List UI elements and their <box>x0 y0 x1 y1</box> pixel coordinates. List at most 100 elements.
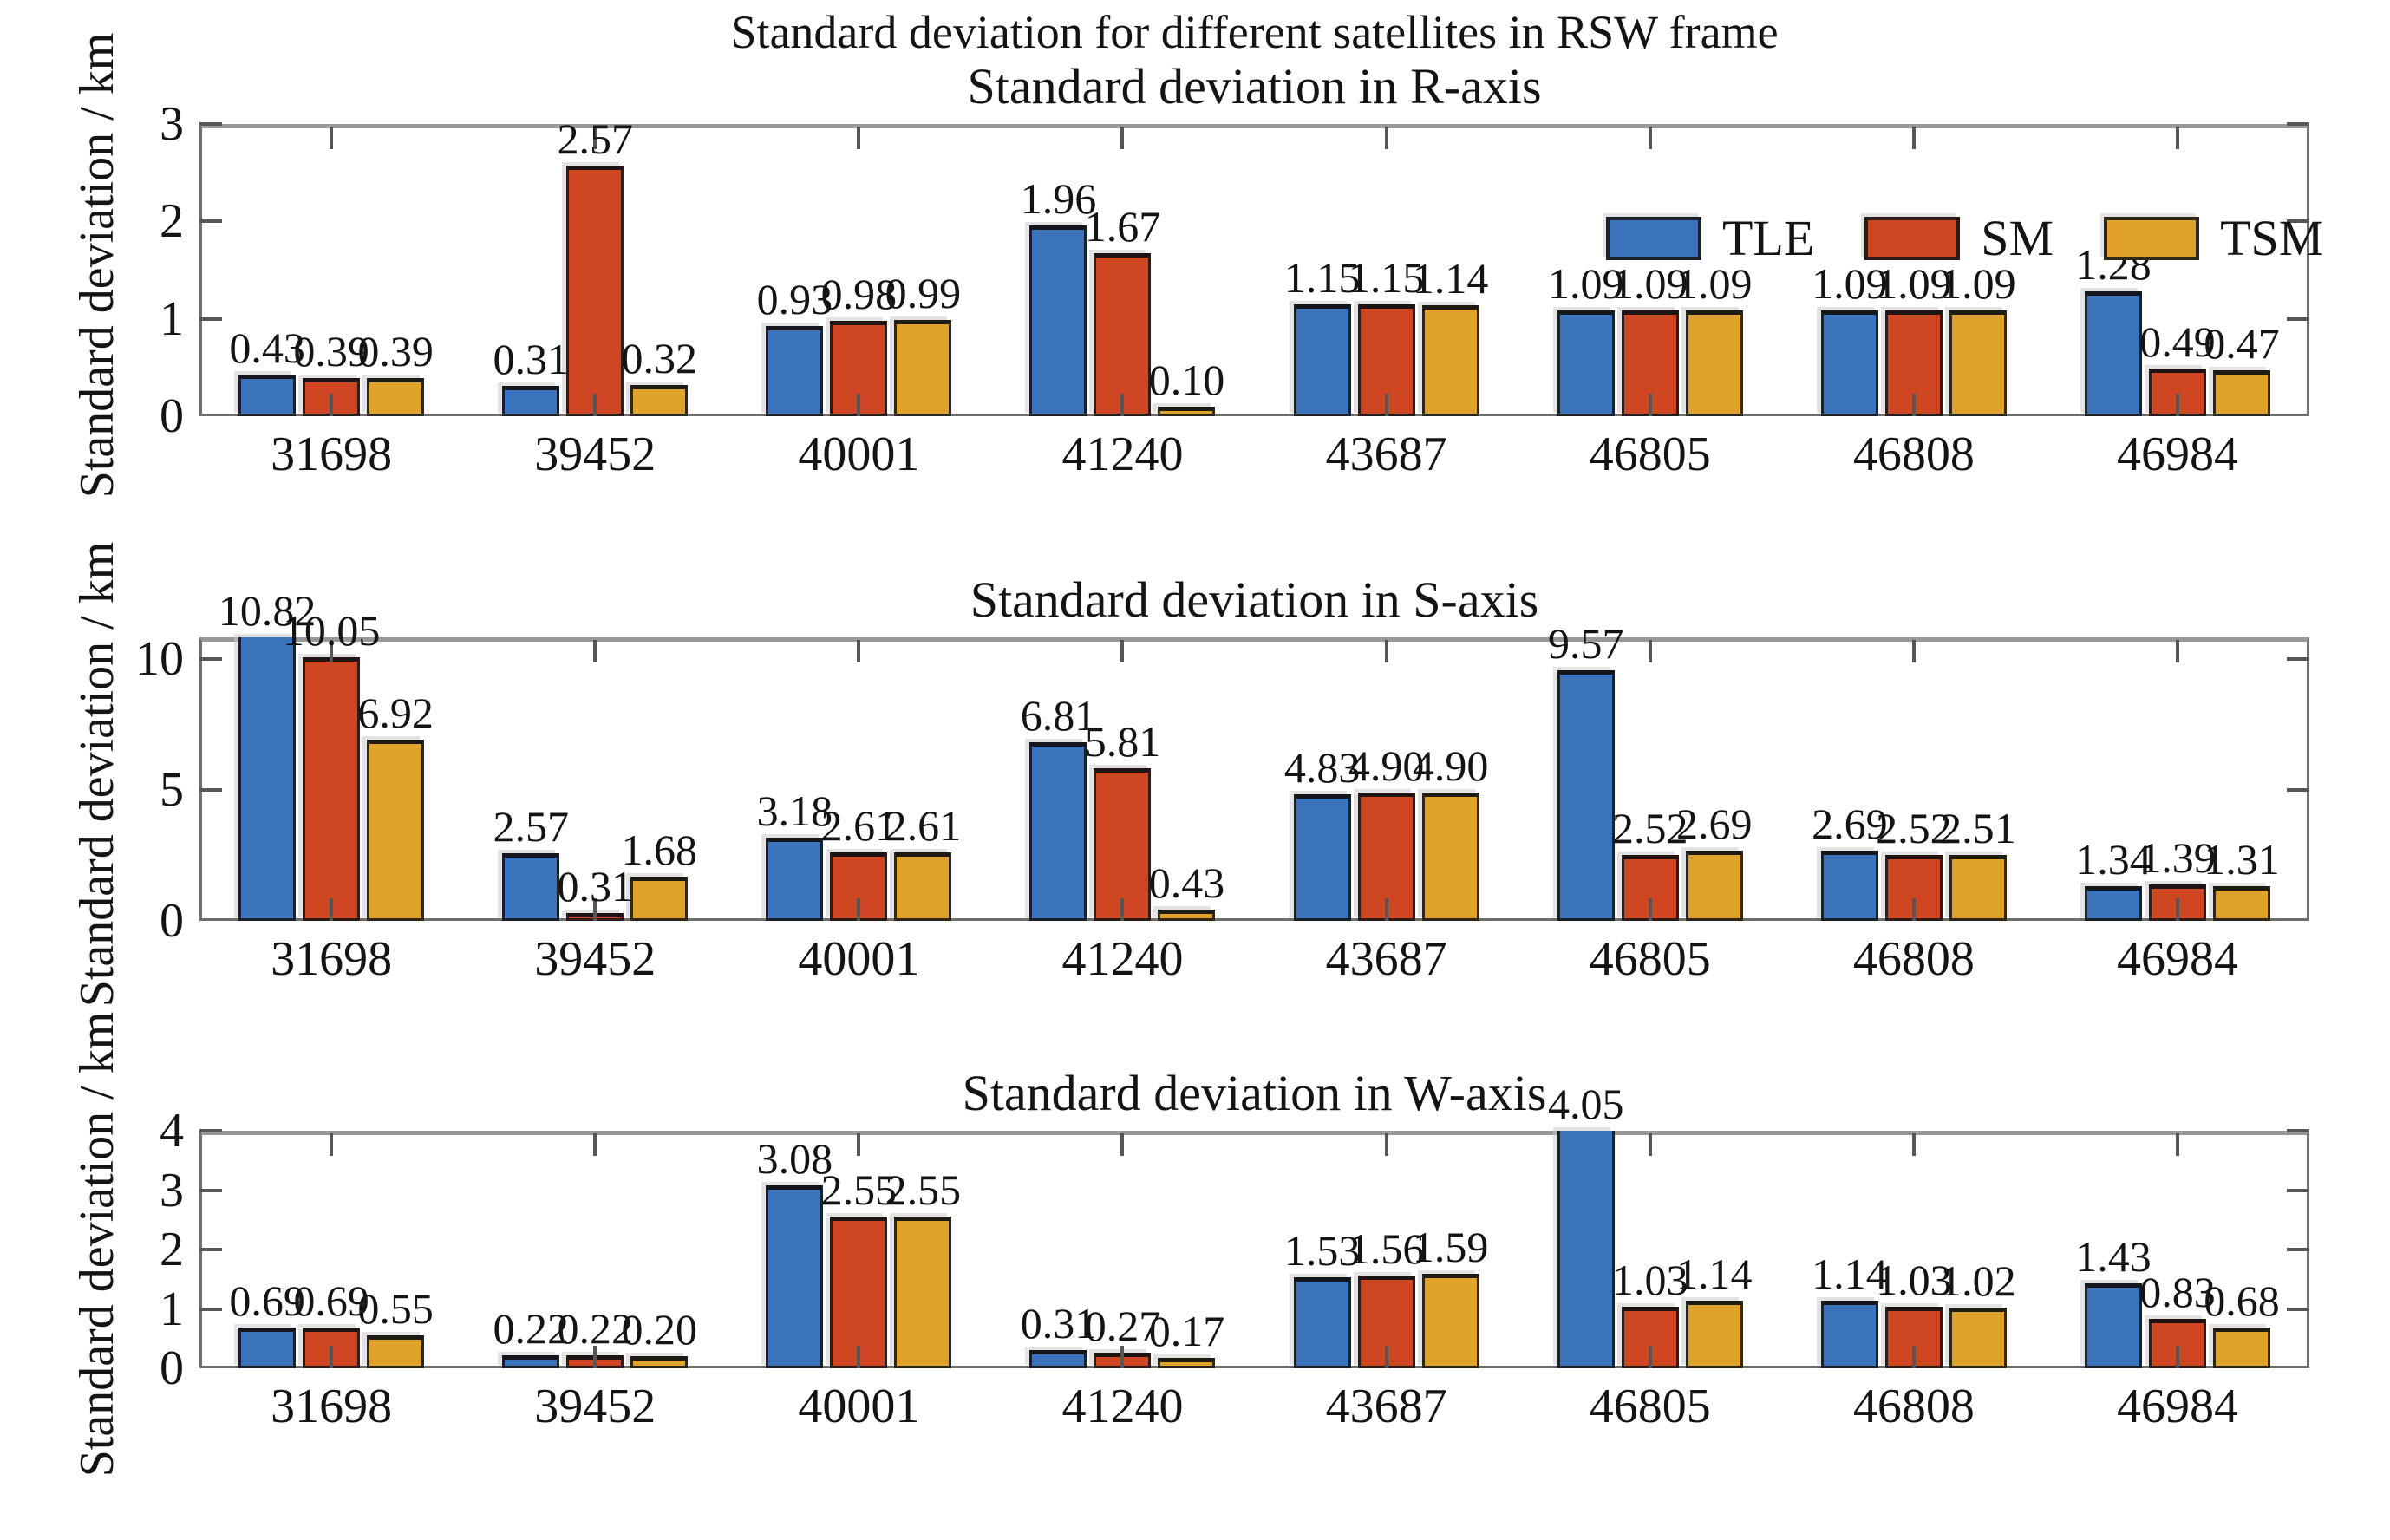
y-tick-label: 0 <box>160 894 184 948</box>
bar-tle <box>766 325 824 416</box>
legend-label: SM <box>1981 210 2054 266</box>
y-tick-label: 1 <box>160 291 184 346</box>
y-tick-mark-right <box>2287 1188 2309 1192</box>
legend-item-tsm: TSM <box>2104 213 2323 264</box>
x-tick-mark-bottom <box>1120 898 1125 921</box>
bar-value-label: 2.52 <box>1611 803 1688 852</box>
bar-value-label: 2.51 <box>1940 804 2016 853</box>
x-tick-mark-top <box>1911 127 1916 149</box>
x-tick-label: 40001 <box>798 932 920 986</box>
x-tick-mark-top <box>2175 1133 2179 1156</box>
bar-value-label: 1.67 <box>1084 202 1161 251</box>
x-tick-mark-bottom <box>330 898 334 921</box>
x-tick-label: 46805 <box>1589 932 1711 986</box>
x-tick-mark-top <box>1384 1133 1388 1156</box>
legend-label: TLE <box>1722 210 1815 266</box>
bar-value-label: 1.09 <box>1611 258 1688 308</box>
y-tick-mark-right <box>2287 787 2309 792</box>
bar-value-label: 0.27 <box>1084 1301 1161 1350</box>
bar-value-label: 5.81 <box>1084 717 1161 767</box>
x-tick-label: 43687 <box>1325 932 1447 986</box>
y-tick-mark-right <box>2287 1129 2309 1132</box>
y-tick-mark-left <box>199 219 222 224</box>
bar-tsm <box>894 852 952 921</box>
bar-value-label: 10.82 <box>218 586 317 635</box>
bar-value-label: 0.10 <box>1148 355 1225 404</box>
x-tick-mark-bottom <box>1120 394 1125 416</box>
bar-sm <box>1357 792 1415 921</box>
bar-value-label: 0.17 <box>1148 1307 1225 1356</box>
x-tick-mark-bottom <box>330 1346 334 1368</box>
y-tick-mark-right <box>2287 316 2309 321</box>
x-tick-label: 46808 <box>1852 427 1975 481</box>
y-tick-mark-left <box>199 316 222 321</box>
y-tick-mark-left <box>199 656 222 661</box>
y-tick-mark-left <box>199 787 222 792</box>
bar-tsm <box>1421 304 1479 416</box>
x-tick-mark-top <box>330 640 334 662</box>
bar-tle <box>502 1354 560 1368</box>
y-tick-label: 10 <box>135 631 184 686</box>
x-tick-label: 41240 <box>1061 932 1184 986</box>
bar-value-label: 1.09 <box>1675 258 1753 308</box>
legend-swatch-tle <box>1606 217 1701 260</box>
bar-tsm <box>1685 850 1743 921</box>
y-tick-mark-left <box>199 1248 222 1251</box>
legend-label: TSM <box>2220 210 2324 266</box>
x-tick-label: 46808 <box>1852 1380 1975 1433</box>
bar-tle <box>1293 794 1351 921</box>
x-tick-mark-bottom <box>1911 898 1916 921</box>
bar-value-label: 4.90 <box>1348 741 1425 790</box>
x-tick-mark-top <box>1384 640 1388 662</box>
bar-value-label: 9.57 <box>1547 618 1624 668</box>
x-tick-mark-top <box>593 640 598 662</box>
axes-frame-2 <box>199 637 2309 921</box>
bar-value-label: 0.69 <box>229 1276 305 1325</box>
bar-value-label: 1.09 <box>1940 258 2016 308</box>
bar-tsm <box>2212 370 2270 416</box>
x-tick-label: 40001 <box>798 1380 920 1433</box>
bar-sm <box>830 1217 888 1368</box>
bar-tsm <box>894 1217 952 1368</box>
bar-value-label: 1.43 <box>2075 1232 2152 1282</box>
bar-tle <box>1820 850 1878 921</box>
bar-tsm <box>1158 406 1216 416</box>
x-tick-label: 31698 <box>271 1380 393 1433</box>
x-tick-label: 31698 <box>271 932 393 986</box>
bar-tsm <box>2212 1328 2270 1368</box>
bar-tsm <box>2212 886 2270 921</box>
bar-value-label: 0.22 <box>493 1303 569 1353</box>
bar-tle <box>1557 310 1615 416</box>
x-tick-mark-top <box>1648 640 1652 662</box>
bar-value-label: 2.55 <box>885 1165 962 1215</box>
bar-sm <box>566 166 624 416</box>
x-tick-label: 46984 <box>2116 932 2238 986</box>
bar-value-label: 0.68 <box>2204 1276 2280 1326</box>
x-tick-mark-top <box>1120 1133 1125 1156</box>
x-tick-mark-bottom <box>1120 1346 1125 1368</box>
subplot-title-3: Standard deviation in W-axis <box>962 1065 1547 1121</box>
bar-value-label: 1.02 <box>1940 1256 2016 1306</box>
bar-value-label: 0.32 <box>621 334 697 383</box>
y-tick-label: 5 <box>160 762 184 817</box>
bar-tsm <box>1158 1358 1216 1368</box>
bar-value-label: 1.96 <box>1020 173 1097 223</box>
bar-tle <box>1293 1277 1351 1368</box>
bar-tsm <box>1685 310 1743 416</box>
bar-value-label: 0.39 <box>357 327 434 376</box>
bar-tsm <box>1158 910 1216 921</box>
bar-tle <box>766 837 824 921</box>
bar-value-label: 1.59 <box>1412 1223 1489 1272</box>
figure-title: Standard deviation for different satelli… <box>730 6 1779 58</box>
bar-tle <box>238 374 297 416</box>
bar-value-label: 2.61 <box>820 801 898 851</box>
y-tick-mark-right <box>2287 1307 2309 1311</box>
x-tick-mark-top <box>1911 640 1916 662</box>
x-tick-mark-bottom <box>593 898 598 921</box>
x-tick-mark-top <box>857 640 861 662</box>
bar-value-label: 0.31 <box>557 861 633 910</box>
bar-value-label: 0.39 <box>293 327 369 376</box>
y-tick-mark-right <box>2287 122 2309 126</box>
bar-value-label: 6.92 <box>357 688 434 737</box>
